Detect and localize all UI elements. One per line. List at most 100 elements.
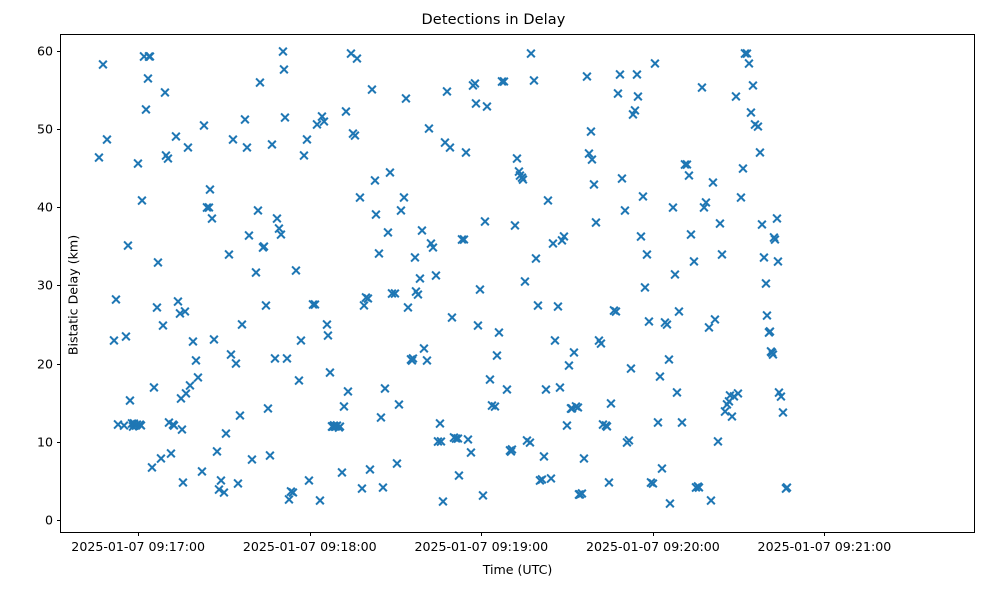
- data-point: [321, 319, 332, 330]
- data-point: [647, 478, 658, 489]
- data-point: [126, 418, 137, 429]
- data-point: [246, 454, 257, 465]
- data-point: [725, 390, 736, 401]
- data-point: [739, 48, 750, 59]
- data-point: [772, 256, 783, 267]
- data-point: [338, 401, 349, 412]
- x-tick-label: 2025-01-07 09:17:00: [71, 539, 206, 554]
- data-point: [603, 477, 614, 488]
- data-point: [434, 418, 445, 429]
- data-point: [284, 494, 295, 505]
- data-point: [612, 88, 623, 99]
- data-point: [159, 87, 170, 98]
- data-point: [155, 453, 166, 464]
- data-point: [621, 437, 632, 448]
- data-point: [172, 296, 183, 307]
- data-point: [333, 422, 344, 433]
- data-point: [93, 152, 104, 163]
- data-point: [741, 48, 752, 59]
- data-point: [566, 403, 577, 414]
- data-point: [329, 421, 340, 432]
- data-point: [389, 288, 400, 299]
- data-point: [692, 481, 703, 492]
- data-point: [426, 238, 437, 249]
- data-point: [296, 335, 307, 346]
- x-tick-mark: [309, 532, 311, 536]
- data-point: [340, 106, 351, 117]
- data-point: [175, 393, 186, 404]
- data-point: [359, 300, 370, 311]
- data-point: [444, 142, 455, 153]
- data-point: [600, 420, 611, 431]
- data-point: [717, 249, 728, 260]
- data-point: [757, 219, 768, 230]
- data-point: [526, 48, 537, 59]
- data-point: [235, 410, 246, 421]
- data-point: [314, 495, 325, 506]
- data-point: [576, 488, 587, 499]
- data-point: [130, 420, 141, 431]
- data-point: [547, 238, 558, 249]
- data-point: [502, 384, 513, 395]
- data-point: [442, 86, 453, 97]
- data-point: [213, 484, 224, 495]
- data-point: [364, 464, 375, 475]
- data-point: [101, 134, 112, 145]
- data-point: [593, 335, 604, 346]
- data-point: [452, 433, 463, 444]
- data-point: [230, 358, 241, 369]
- data-point: [144, 51, 155, 62]
- y-tick-label: 0: [44, 512, 53, 528]
- data-point: [387, 288, 398, 299]
- y-tick-mark: [57, 363, 61, 365]
- data-point: [280, 112, 291, 123]
- data-point: [260, 300, 271, 311]
- data-point: [177, 477, 188, 488]
- data-point: [332, 420, 343, 431]
- data-point: [778, 407, 789, 418]
- data-point: [733, 388, 744, 399]
- data-point: [635, 231, 646, 242]
- data-point: [654, 371, 665, 382]
- data-point: [723, 396, 734, 407]
- data-point: [747, 80, 758, 91]
- data-point: [307, 299, 318, 310]
- x-tick-label: 2025-01-07 09:19:00: [414, 539, 549, 554]
- data-point: [690, 482, 701, 493]
- data-point: [559, 231, 570, 242]
- data-point: [482, 101, 493, 112]
- data-point: [232, 478, 243, 489]
- data-point: [710, 314, 721, 325]
- data-point: [737, 163, 748, 174]
- data-point: [223, 249, 234, 260]
- data-point: [360, 292, 371, 303]
- data-point: [767, 349, 778, 360]
- data-point: [327, 421, 338, 432]
- page-title: Detections in Delay: [421, 12, 566, 28]
- data-point: [352, 53, 363, 64]
- data-point: [129, 418, 140, 429]
- data-point: [667, 202, 678, 213]
- data-point: [598, 419, 609, 430]
- data-point: [516, 172, 527, 183]
- data-point: [518, 174, 529, 185]
- data-point: [674, 306, 685, 317]
- data-point: [623, 435, 634, 446]
- data-point: [703, 322, 714, 333]
- data-point: [228, 134, 239, 145]
- data-point: [252, 205, 263, 216]
- data-point: [774, 387, 785, 398]
- data-point: [349, 130, 360, 141]
- data-point: [754, 147, 765, 158]
- data-point: [218, 487, 229, 498]
- data-point: [148, 382, 159, 393]
- data-point: [471, 98, 482, 109]
- data-point: [524, 437, 535, 448]
- data-point: [324, 367, 335, 378]
- x-axis-label: Time (UTC): [482, 562, 553, 577]
- y-tick-label: 20: [36, 356, 53, 371]
- data-point: [430, 270, 441, 281]
- data-point: [538, 451, 549, 462]
- data-point: [602, 421, 613, 432]
- data-point: [206, 213, 217, 224]
